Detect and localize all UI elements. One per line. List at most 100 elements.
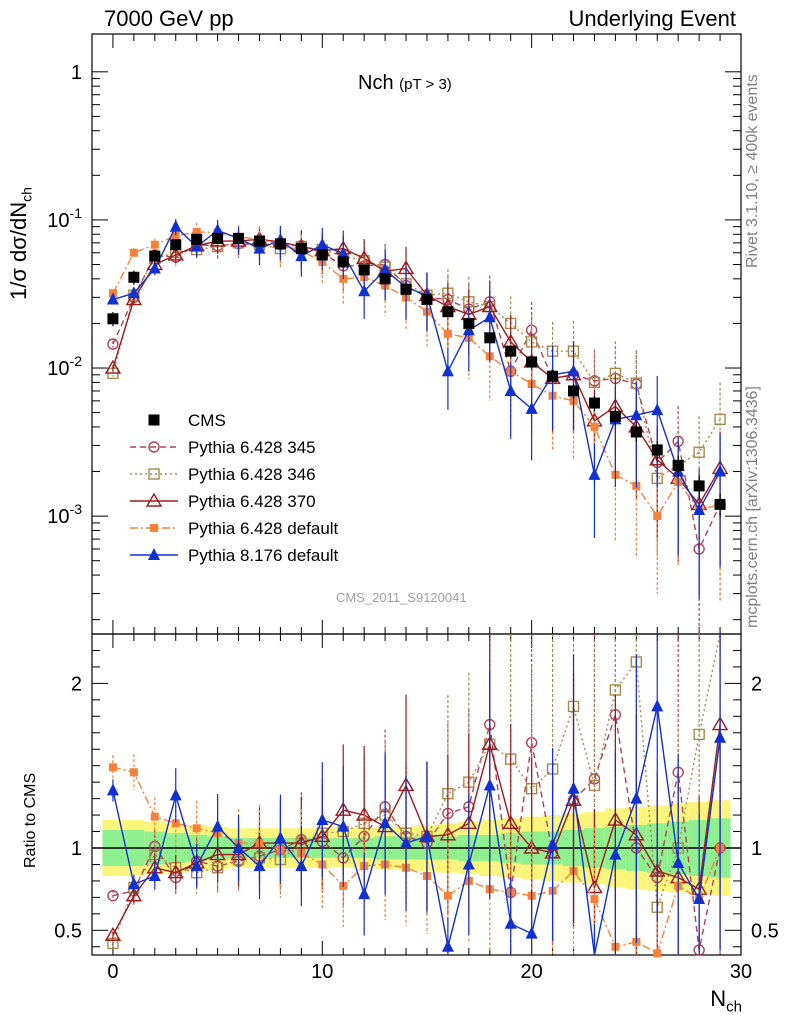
main-data-point-shape <box>150 240 159 249</box>
ratio-data-point-shape <box>104 926 122 941</box>
ratio-series-2 <box>104 634 729 955</box>
ratio-series-4 <box>106 634 727 956</box>
ratio-data-point <box>525 926 538 939</box>
cms-data-point-shape <box>568 385 580 397</box>
ratio-data-point-shape <box>483 778 496 791</box>
ratio-data-point <box>567 781 580 794</box>
cms-data-point-shape <box>149 250 161 262</box>
ratio-data-point-shape <box>590 895 599 904</box>
ratio-data-point-shape <box>672 855 685 868</box>
ratio-y-tick-label-left: 0.5 <box>54 920 82 942</box>
main-y-tick-label: 10-1 <box>47 205 82 232</box>
cms-data-point-shape <box>463 317 475 329</box>
cms-data-point <box>337 256 349 268</box>
main-data-point <box>169 219 182 232</box>
main-data-point <box>106 292 119 305</box>
main-data-point-shape <box>358 284 371 297</box>
main-series-4 <box>106 219 727 600</box>
main-data-point <box>483 310 496 323</box>
ratio-data-point <box>462 857 475 870</box>
main-data-point <box>129 248 138 257</box>
ratio-y-tick-label-right: 0.5 <box>751 920 779 942</box>
cms-data-point-shape <box>651 444 663 456</box>
ratio-data-point-shape <box>443 891 452 900</box>
ratio-data-point-shape <box>125 887 143 902</box>
main-data-point-shape <box>525 401 538 414</box>
legend-marker <box>145 492 163 507</box>
main-data-point-shape <box>167 246 184 261</box>
main-data-point-shape <box>693 502 706 515</box>
ratio-data-point <box>439 826 457 841</box>
ratio-series-line <box>112 706 721 956</box>
main-data-point-shape <box>129 248 138 257</box>
ratio-data-point <box>483 778 496 791</box>
cms-data-point <box>316 249 328 261</box>
ratio-data-point <box>274 831 287 844</box>
ratio-series-1 <box>107 633 721 955</box>
cms-data-point-shape <box>191 233 203 245</box>
main-y-tick-base: 10 <box>47 358 69 380</box>
ratio-data-point <box>129 768 138 777</box>
legend-marker <box>150 524 158 532</box>
ratio-data-point-shape <box>462 857 475 870</box>
main-data-point-shape <box>125 291 143 306</box>
main-data-point <box>653 512 662 521</box>
cms-data-point <box>358 264 370 276</box>
legend-label: Pythia 8.176 default <box>188 546 339 565</box>
ratio-data-point-shape <box>211 819 224 832</box>
cms-data-point <box>672 459 684 471</box>
cms-data-point-shape <box>128 271 140 283</box>
ratio-data-point-shape <box>108 763 117 772</box>
main-data-point <box>337 246 350 259</box>
ratio-y-tick-label-right: 1 <box>751 838 762 860</box>
cms-data-series <box>107 232 726 518</box>
ratio-data-point <box>714 730 727 743</box>
ratio-data-point <box>232 841 245 853</box>
ratio-data-point <box>502 814 519 830</box>
ratio-data-point <box>588 779 601 792</box>
main-data-point-shape <box>104 359 122 374</box>
analysis-title: Underlying Event <box>568 6 736 31</box>
ratio-data-point <box>441 939 454 952</box>
legend: CMS Pythia 6.428 345 Pythia 6.428 346 Pythi… <box>130 411 339 565</box>
main-data-point <box>316 237 329 250</box>
main-y-tick-label: 10-2 <box>47 353 82 380</box>
main-data-point-shape <box>693 446 705 458</box>
main-data-point <box>192 227 201 236</box>
cms-data-point <box>484 332 496 344</box>
cms-data-point-shape <box>421 294 433 306</box>
ratio-series-0 <box>107 634 726 956</box>
plot-title: Nch (pT > 3) <box>358 72 452 95</box>
cms-data-point-shape <box>609 411 621 423</box>
ratio-data-point <box>108 763 117 772</box>
cms-data-point <box>421 294 433 306</box>
main-data-point <box>651 403 664 416</box>
ratio-data-point <box>586 879 603 894</box>
main-data-point <box>588 376 601 389</box>
ratio-data-point <box>211 819 224 832</box>
ratio-data-point <box>672 855 685 868</box>
x-tick-label: 10 <box>311 961 333 983</box>
x-tick-label: 30 <box>730 961 752 983</box>
legend-marker <box>148 548 160 560</box>
main-series-2 <box>104 226 729 594</box>
main-data-point <box>462 323 475 336</box>
main-data-point <box>211 223 224 236</box>
cms-data-point <box>568 385 580 397</box>
main-data-point-shape <box>253 241 266 254</box>
ratio-data-point-shape <box>504 916 517 929</box>
ratio-data-point-shape <box>714 730 727 743</box>
x-axis-label-sub: ch <box>726 998 742 1016</box>
ratio-data-point-shape <box>567 781 580 794</box>
main-data-point-shape <box>714 413 726 426</box>
main-data-point-shape <box>171 231 180 240</box>
ratio-data-point <box>630 791 643 804</box>
cms-data-point-shape <box>484 332 496 344</box>
main-data-point-shape <box>651 403 664 416</box>
cms-data-point <box>714 498 726 510</box>
ratio-data-point <box>127 877 140 890</box>
cms-data-point-shape <box>547 370 559 382</box>
ratio-data-point-shape <box>693 728 705 741</box>
main-data-point-shape <box>590 422 599 431</box>
